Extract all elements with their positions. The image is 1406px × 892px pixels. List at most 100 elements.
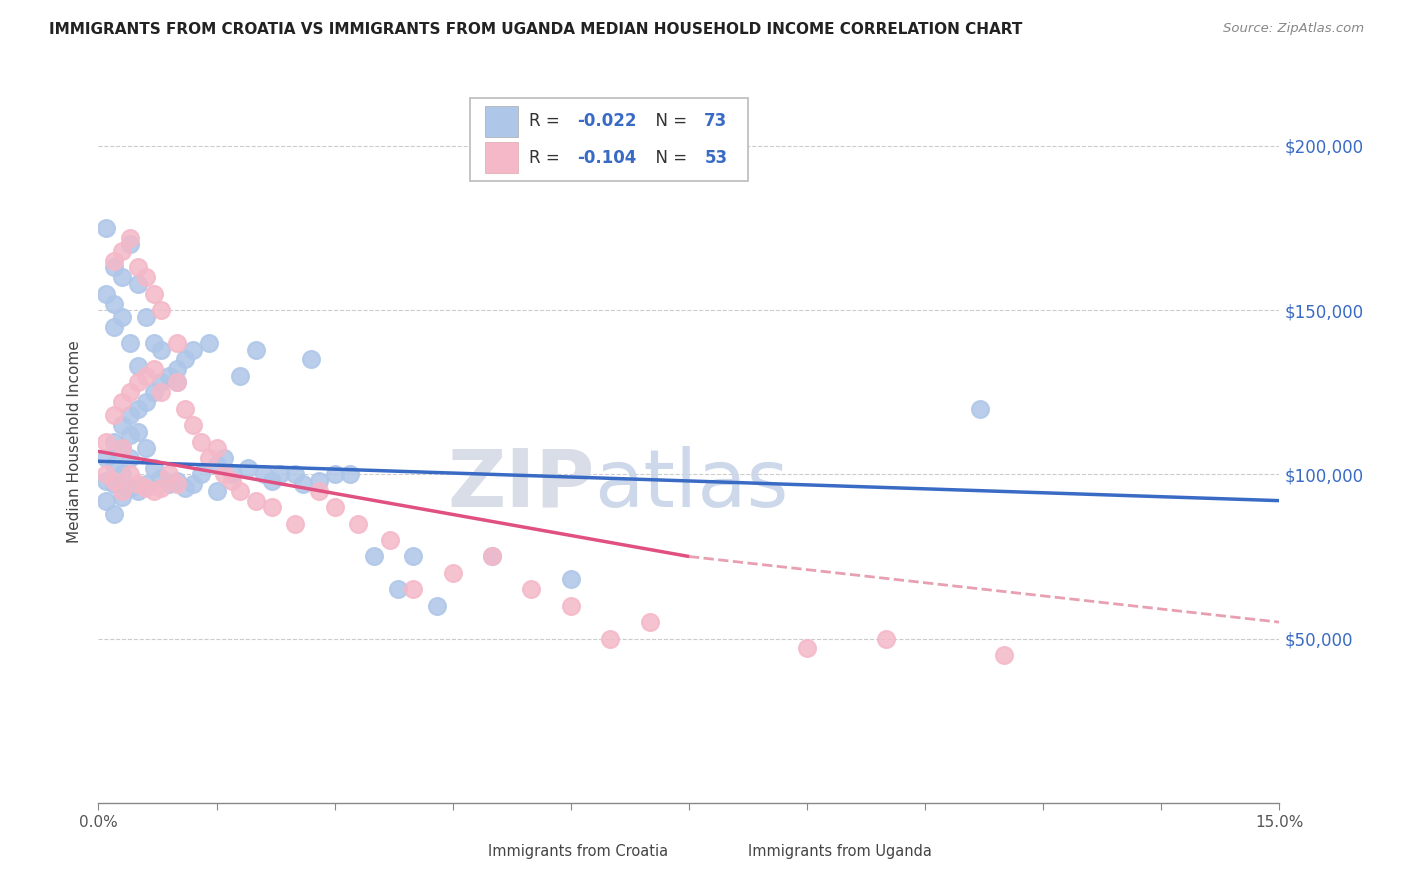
Point bbox=[103, 477, 125, 491]
Point bbox=[127, 359, 149, 373]
Point bbox=[481, 549, 503, 564]
Point bbox=[166, 474, 188, 488]
Point bbox=[993, 648, 1015, 662]
Point bbox=[229, 483, 252, 498]
Point bbox=[103, 434, 125, 449]
Point bbox=[214, 467, 236, 482]
Point bbox=[142, 460, 165, 475]
Point bbox=[111, 395, 134, 409]
Point bbox=[96, 450, 118, 465]
Point bbox=[174, 401, 197, 416]
Point bbox=[441, 566, 464, 580]
Point bbox=[599, 632, 621, 646]
Point bbox=[111, 441, 134, 455]
Text: -0.104: -0.104 bbox=[576, 149, 636, 167]
Point bbox=[378, 533, 401, 547]
Point bbox=[127, 477, 149, 491]
Point bbox=[103, 260, 125, 275]
Point bbox=[166, 477, 188, 491]
Text: N =: N = bbox=[645, 149, 693, 167]
Point bbox=[118, 450, 141, 465]
Point bbox=[103, 296, 125, 310]
Point bbox=[150, 376, 173, 390]
Text: 53: 53 bbox=[704, 149, 727, 167]
Point bbox=[363, 549, 385, 564]
Point bbox=[308, 483, 330, 498]
Point bbox=[229, 368, 252, 383]
Point bbox=[127, 277, 149, 291]
Point bbox=[875, 632, 897, 646]
Point bbox=[135, 270, 157, 285]
Point bbox=[118, 409, 141, 423]
Point bbox=[520, 582, 543, 597]
Point bbox=[103, 409, 125, 423]
Point bbox=[150, 385, 173, 400]
Point bbox=[245, 493, 267, 508]
Point bbox=[197, 450, 219, 465]
Point bbox=[157, 477, 180, 491]
Point bbox=[127, 483, 149, 498]
Point bbox=[205, 458, 228, 472]
Point bbox=[284, 516, 307, 531]
Point bbox=[387, 582, 409, 597]
Point bbox=[253, 467, 276, 482]
Point bbox=[157, 467, 180, 482]
Point bbox=[638, 615, 661, 630]
Point bbox=[118, 385, 141, 400]
Point bbox=[481, 549, 503, 564]
Point bbox=[796, 641, 818, 656]
Point bbox=[181, 343, 204, 357]
Point bbox=[308, 474, 330, 488]
Point bbox=[118, 481, 141, 495]
Point bbox=[181, 418, 204, 433]
Point bbox=[221, 467, 243, 482]
Point bbox=[135, 368, 157, 383]
Bar bbox=[485, 106, 517, 136]
Point bbox=[135, 477, 157, 491]
Point bbox=[127, 376, 149, 390]
Text: N =: N = bbox=[645, 112, 693, 130]
Point bbox=[190, 434, 212, 449]
Point bbox=[142, 286, 165, 301]
Point bbox=[111, 483, 134, 498]
Point bbox=[142, 362, 165, 376]
Point bbox=[103, 319, 125, 334]
Text: -0.022: -0.022 bbox=[576, 112, 637, 130]
Point bbox=[96, 474, 118, 488]
Point bbox=[103, 474, 125, 488]
Point bbox=[323, 500, 346, 515]
Point bbox=[135, 441, 157, 455]
Text: atlas: atlas bbox=[595, 446, 789, 524]
Point bbox=[96, 467, 118, 482]
Point bbox=[174, 481, 197, 495]
Point bbox=[245, 343, 267, 357]
Point bbox=[323, 467, 346, 482]
Point bbox=[157, 368, 180, 383]
Text: IMMIGRANTS FROM CROATIA VS IMMIGRANTS FROM UGANDA MEDIAN HOUSEHOLD INCOME CORREL: IMMIGRANTS FROM CROATIA VS IMMIGRANTS FR… bbox=[49, 22, 1022, 37]
Bar bbox=[453, 840, 478, 862]
Point bbox=[402, 549, 425, 564]
Point bbox=[118, 231, 141, 245]
Point bbox=[269, 467, 291, 482]
Bar bbox=[713, 840, 738, 862]
Point bbox=[402, 582, 425, 597]
Point bbox=[181, 477, 204, 491]
Point bbox=[135, 395, 157, 409]
Text: Immigrants from Croatia: Immigrants from Croatia bbox=[488, 844, 668, 859]
Point bbox=[142, 385, 165, 400]
Point bbox=[197, 336, 219, 351]
Point bbox=[127, 401, 149, 416]
Point bbox=[96, 434, 118, 449]
Point bbox=[150, 303, 173, 318]
Point bbox=[103, 253, 125, 268]
Point bbox=[560, 573, 582, 587]
Point bbox=[142, 483, 165, 498]
Point bbox=[96, 221, 118, 235]
Point bbox=[166, 336, 188, 351]
Point bbox=[292, 477, 315, 491]
Point bbox=[135, 310, 157, 324]
Point bbox=[127, 260, 149, 275]
Point bbox=[111, 441, 134, 455]
Point bbox=[190, 467, 212, 482]
Point bbox=[118, 336, 141, 351]
